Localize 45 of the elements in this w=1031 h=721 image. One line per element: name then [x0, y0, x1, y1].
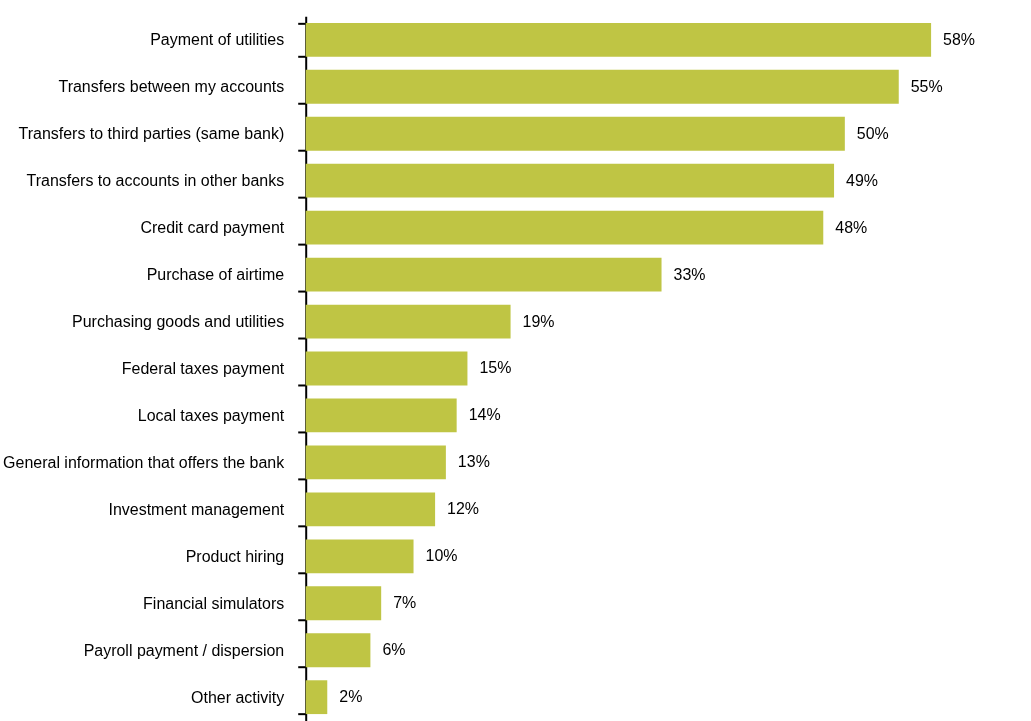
data-label: 2%	[339, 688, 363, 706]
data-label: 12%	[447, 500, 480, 518]
y-tick-label: Purchase of airtime	[146, 266, 285, 284]
y-tick-label: Local taxes payment	[137, 406, 285, 424]
data-label: 49%	[846, 171, 879, 189]
bar	[305, 22, 932, 57]
y-tick-label: Payroll payment / dispersion	[83, 641, 285, 659]
bar	[305, 680, 328, 715]
data-label: 33%	[673, 265, 706, 283]
bar	[305, 633, 371, 668]
bar	[305, 398, 457, 433]
bar	[305, 257, 662, 292]
bar	[305, 163, 835, 198]
y-tick-label: Transfers to accounts in other banks	[26, 172, 285, 190]
y-tick-label: Investment management	[108, 500, 285, 518]
data-label: 55%	[910, 77, 943, 95]
data-label: 15%	[479, 359, 512, 377]
data-label: 48%	[835, 218, 868, 236]
data-label: 13%	[457, 453, 490, 471]
bar	[305, 304, 511, 339]
data-label: 10%	[425, 547, 458, 565]
y-tick-label: Credit card payment	[140, 219, 285, 237]
y-tick-label: Transfers to third parties (same bank)	[18, 125, 285, 143]
bar	[305, 492, 436, 527]
y-tick-label: Other activity	[191, 688, 285, 706]
bar	[305, 116, 845, 151]
bar	[305, 69, 899, 104]
y-tick-label: General information that offers the bank	[3, 453, 285, 471]
y-tick-label: Transfers between my accounts	[58, 78, 285, 96]
data-label: 50%	[856, 124, 889, 142]
bar	[305, 445, 446, 480]
data-label: 6%	[382, 641, 406, 659]
bar	[305, 586, 382, 621]
bar	[305, 351, 468, 386]
data-label: 19%	[522, 312, 555, 330]
bar	[305, 539, 414, 574]
y-tick-label: Financial simulators	[143, 594, 285, 612]
bar	[305, 210, 824, 245]
data-label: 14%	[468, 406, 501, 424]
data-label: 58%	[943, 30, 976, 48]
y-tick-label: Federal taxes payment	[121, 359, 285, 377]
y-tick-label: Product hiring	[185, 547, 285, 565]
data-label: 7%	[393, 594, 417, 612]
y-tick-label: Payment of utilities	[150, 31, 285, 49]
y-tick-label: Purchasing goods and utilities	[72, 313, 285, 331]
